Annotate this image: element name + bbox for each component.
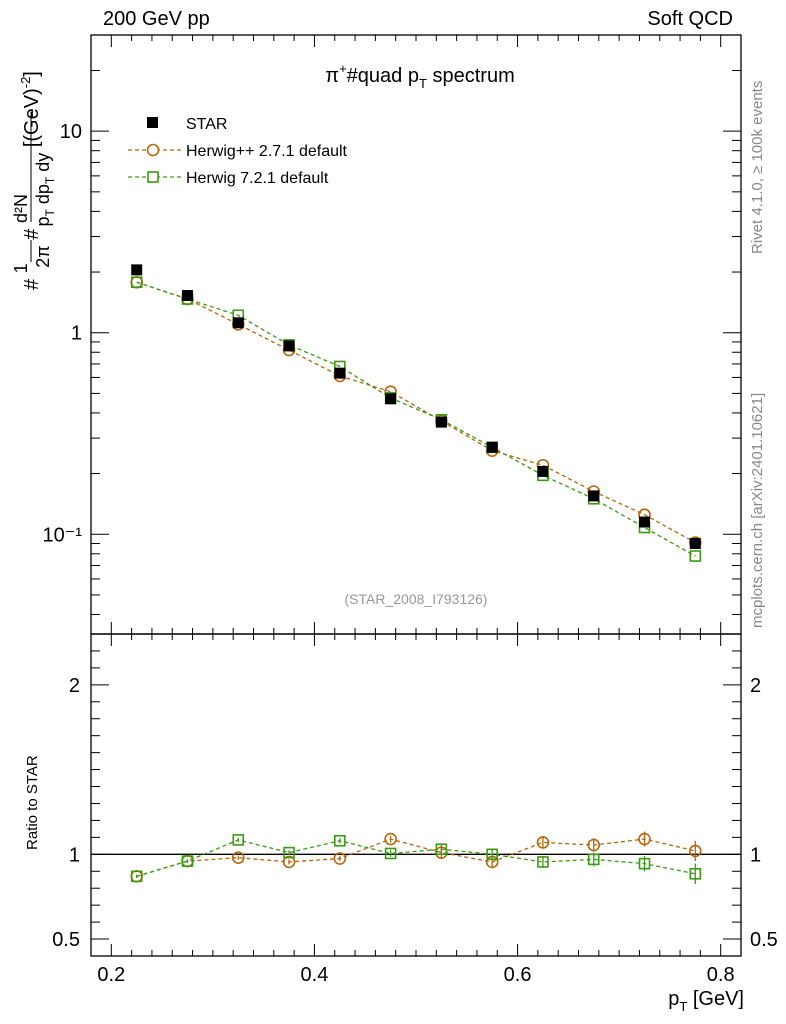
x-axis-label: pT [GeV]: [668, 988, 744, 1014]
series-line-2: [136, 281, 696, 557]
ratio-y-tick-label: 1: [69, 844, 80, 866]
data-point-series-0: [588, 490, 600, 502]
tick-labels: 0.2 0.4 0.6 0.8 10⁻¹ 1 10 0.5 0.5 1 1 2 2: [43, 121, 778, 986]
ratio-point-1: [232, 834, 245, 846]
rivet-version-label: Rivet 4.1.0, ≥ 100k events: [749, 80, 766, 254]
legend-label-herwig7: Herwig 7.2.1 default: [186, 170, 329, 187]
ratio-point-0: [231, 851, 245, 865]
ratio-point-0: [333, 852, 347, 865]
data-point-series-0: [486, 441, 498, 453]
ratio-point-1: [384, 847, 397, 860]
data-point-series-0: [181, 289, 193, 301]
ratio-point-1: [283, 846, 295, 859]
legend: STAR Herwig++ 2.7.1 default Herwig 7.2.1…: [128, 116, 348, 187]
ratio-y-axis-label: Ratio to STAR: [24, 755, 41, 850]
ratio-line-0: [136, 838, 696, 877]
ratio-line-1: [136, 839, 696, 877]
data-point-series-2: [130, 276, 143, 289]
y-axis-label: # 1 2π # d²N pT dpT dy [(GeV)-2]: [10, 71, 57, 290]
x-tick-label: 0.4: [301, 964, 329, 986]
ratio-point-1: [130, 870, 143, 883]
mcplots-url-label: mcplots.cern.ch [arXiv:2401.10621]: [749, 392, 766, 628]
data-point-series-0: [537, 465, 549, 477]
ratio-point-1: [587, 853, 600, 866]
legend-marker-herwig7: [147, 171, 159, 183]
ratio-point-1: [334, 834, 346, 847]
legend-marker-herwigpp: [146, 143, 160, 157]
ratio-point-1: [435, 843, 448, 856]
ratio-point-1: [638, 857, 651, 870]
data-point-series-0: [334, 367, 346, 379]
data-point-series-2: [689, 550, 702, 562]
data-point-series-0: [131, 264, 143, 276]
y-tick-label: 10⁻¹: [43, 524, 83, 546]
data-point-series-0: [435, 416, 447, 428]
ratio-point-0: [536, 836, 550, 849]
ratio-y-tick-label-right: 1: [750, 844, 761, 866]
ratio-point-0: [587, 838, 601, 852]
ratio-point-0: [638, 832, 651, 846]
ratio-point-0: [384, 832, 397, 846]
header-right-label: Soft QCD: [647, 8, 733, 30]
x-tick-label: 0.6: [504, 964, 532, 986]
ratio-point-1: [486, 848, 498, 861]
ratio-y-tick-label-right: 0.5: [750, 929, 778, 951]
ratio-point-1: [689, 868, 702, 880]
data-point-series-0: [385, 393, 397, 405]
header-left-label: 200 GeV pp: [103, 8, 210, 30]
x-tick-label: 0.2: [97, 964, 125, 986]
x-tick-label: 0.8: [707, 964, 735, 986]
ratio-point-1: [181, 855, 194, 867]
legend-label-herwigpp: Herwig++ 2.7.1 default: [186, 143, 348, 160]
svg-text:# 1 2π #: # 1 2π # d²N pT dpT dy [(GeV)-2]: [10, 71, 57, 290]
y-tick-label: 10: [60, 121, 82, 143]
ratio-point-0: [282, 855, 296, 869]
series-markers: [130, 264, 702, 884]
data-point-series-0: [639, 516, 651, 528]
ratio-y-tick-label: 2: [69, 675, 80, 697]
analysis-id-label: (STAR_2008_I793126): [345, 591, 488, 607]
data-point-series-0: [689, 537, 701, 549]
y-tick-label: 1: [71, 323, 82, 345]
ratio-y-tick-label-right: 2: [750, 675, 761, 697]
axis-ticks: [90, 34, 742, 957]
series-line-1: [136, 281, 696, 544]
series-lines: [91, 281, 741, 877]
data-point-series-0: [232, 317, 244, 329]
ratio-plot-frame: [90, 633, 742, 957]
legend-label-star: STAR: [186, 116, 227, 133]
legend-marker-star: [147, 117, 158, 128]
ratio-point-1: [537, 856, 549, 868]
ratio-y-tick-label: 0.5: [52, 929, 80, 951]
ratio-point-0: [688, 844, 702, 858]
data-point-series-0: [283, 340, 295, 352]
chart-title: π+#quad pT spectrum: [325, 61, 514, 91]
